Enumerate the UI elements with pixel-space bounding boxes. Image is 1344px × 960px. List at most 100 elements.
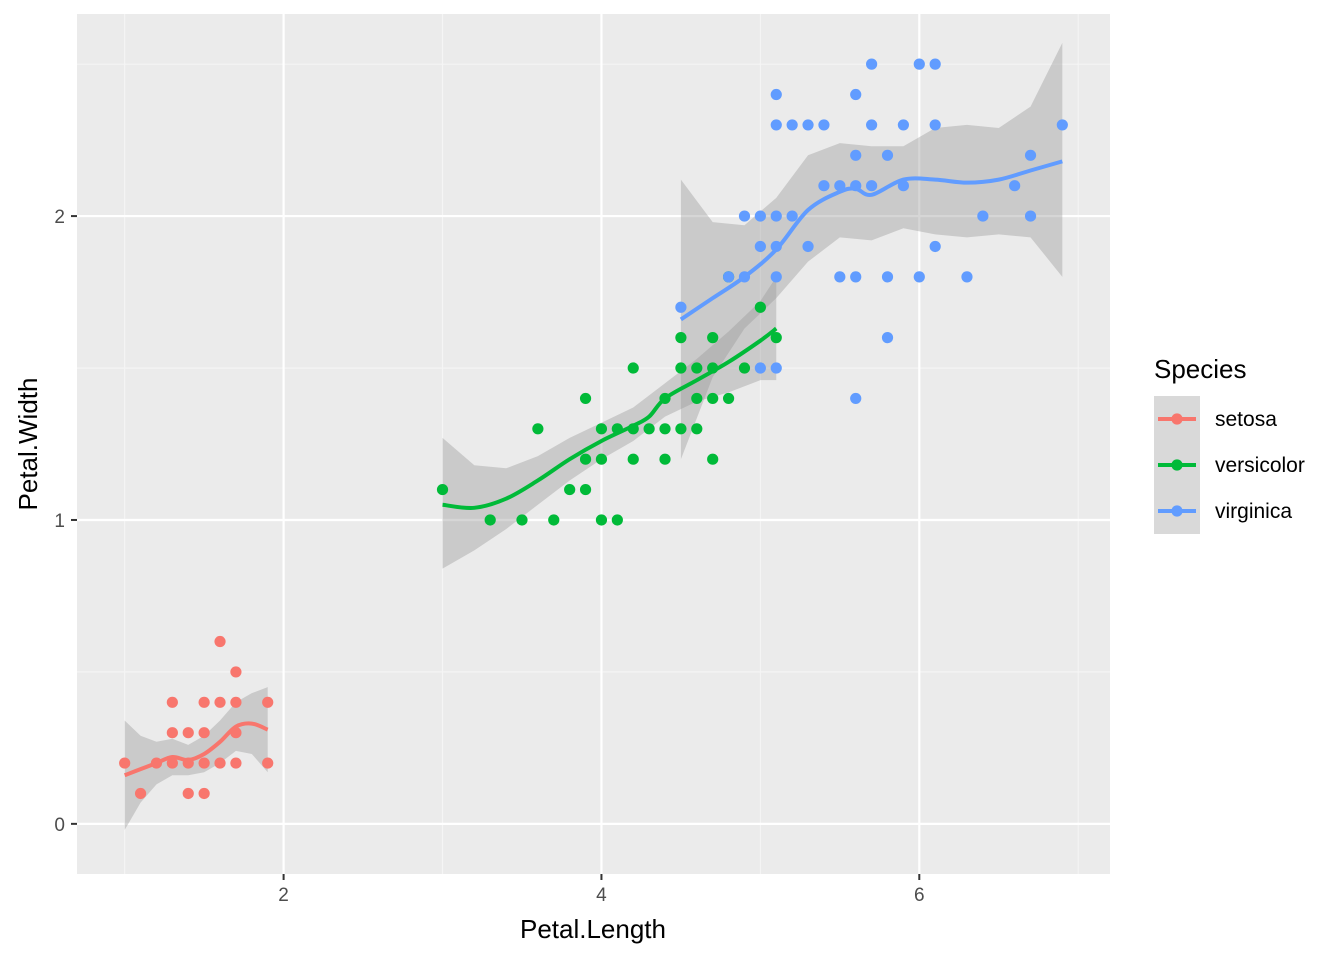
virginica-point bbox=[1009, 180, 1021, 192]
legend-title: Species bbox=[1154, 354, 1247, 384]
setosa-point bbox=[198, 757, 210, 769]
versicolor-point bbox=[627, 362, 639, 374]
setosa-point bbox=[214, 757, 226, 769]
y-tick-label: 0 bbox=[54, 815, 65, 836]
versicolor-point bbox=[484, 514, 496, 526]
virginica-point bbox=[929, 58, 941, 70]
legend-key-setosa-point bbox=[1171, 413, 1183, 425]
smooth-lines bbox=[123, 159, 1063, 778]
setosa-point bbox=[166, 757, 178, 769]
versicolor-point bbox=[579, 483, 592, 496]
versicolor-point bbox=[770, 332, 782, 344]
virginica-point bbox=[929, 240, 941, 253]
versicolor-point bbox=[722, 392, 735, 405]
virginica-point bbox=[850, 271, 862, 283]
versicolor-point bbox=[627, 453, 639, 465]
versicolor-point bbox=[595, 514, 608, 526]
versicolor-point bbox=[754, 301, 766, 313]
versicolor-point bbox=[659, 423, 671, 435]
virginica-point bbox=[913, 58, 925, 70]
x-tick-label: 6 bbox=[914, 885, 925, 906]
versicolor-point bbox=[579, 453, 592, 465]
setosa-point bbox=[230, 666, 242, 678]
virginica-confidence-band bbox=[680, 42, 1063, 460]
versicolor-point bbox=[579, 392, 592, 405]
versicolor-point bbox=[595, 423, 608, 435]
virginica-point bbox=[675, 301, 687, 313]
virginica-point bbox=[881, 149, 894, 161]
virginica-point bbox=[754, 362, 766, 374]
virginica-point bbox=[866, 180, 878, 192]
virginica-point bbox=[897, 119, 910, 131]
setosa-point bbox=[119, 757, 131, 769]
versicolor-point bbox=[675, 332, 687, 344]
virginica-point bbox=[850, 149, 862, 161]
versicolor-point bbox=[436, 483, 449, 496]
data-points bbox=[119, 58, 1068, 800]
legend-label-setosa: setosa bbox=[1215, 408, 1277, 431]
versicolor-point bbox=[611, 514, 623, 526]
virginica-point bbox=[770, 210, 782, 222]
virginica-point bbox=[1056, 119, 1068, 131]
versicolor-point bbox=[707, 392, 719, 405]
versicolor-point bbox=[707, 332, 719, 344]
setosa-point bbox=[182, 727, 194, 739]
virginica-point bbox=[786, 119, 798, 131]
y-tick-label: 1 bbox=[54, 511, 65, 532]
virginica-point bbox=[961, 271, 973, 283]
virginica-point bbox=[881, 332, 894, 344]
virginica-point bbox=[913, 271, 925, 283]
virginica-point bbox=[722, 271, 735, 283]
versicolor-smooth-line bbox=[442, 326, 778, 510]
virginica-point bbox=[850, 392, 862, 405]
x-tick-label: 4 bbox=[596, 885, 607, 906]
legend-key-virginica-point bbox=[1171, 505, 1183, 517]
setosa-smooth-line bbox=[123, 721, 269, 778]
versicolor-point bbox=[675, 362, 687, 374]
virginica-point bbox=[738, 210, 751, 222]
setosa-point bbox=[230, 696, 242, 708]
virginica-point bbox=[770, 88, 782, 101]
virginica-point bbox=[754, 240, 766, 253]
virginica-point bbox=[786, 210, 798, 222]
legend-label-versicolor: versicolor bbox=[1215, 454, 1305, 477]
versicolor-point bbox=[532, 423, 544, 435]
versicolor-point bbox=[548, 514, 560, 526]
virginica-point bbox=[802, 119, 814, 131]
virginica-point bbox=[770, 271, 782, 283]
axes: 2 4 6 0 1 2 bbox=[54, 207, 924, 906]
major-gridlines bbox=[77, 14, 1110, 874]
virginica-smooth-line bbox=[679, 159, 1063, 322]
virginica-point bbox=[770, 119, 782, 131]
versicolor-point bbox=[707, 453, 719, 465]
virginica-point bbox=[818, 119, 830, 131]
versicolor-point bbox=[691, 362, 703, 374]
setosa-point bbox=[166, 727, 178, 739]
versicolor-point bbox=[595, 453, 608, 465]
virginica-point bbox=[850, 88, 862, 101]
setosa-point bbox=[230, 757, 242, 769]
y-axis-title: Petal.Width bbox=[13, 378, 43, 511]
legend-key-versicolor-point bbox=[1171, 459, 1183, 471]
versicolor-point bbox=[516, 514, 528, 526]
versicolor-point bbox=[659, 453, 671, 465]
virginica-point bbox=[1024, 210, 1037, 222]
setosa-point bbox=[166, 696, 178, 708]
virginica-point bbox=[1024, 149, 1037, 161]
virginica-point bbox=[897, 180, 910, 192]
setosa-point bbox=[198, 727, 210, 739]
virginica-point bbox=[866, 119, 878, 131]
setosa-point bbox=[134, 787, 147, 800]
versicolor-point bbox=[738, 362, 751, 374]
virginica-point bbox=[881, 271, 894, 283]
setosa-point bbox=[214, 635, 226, 648]
setosa-point bbox=[262, 757, 274, 769]
versicolor-point bbox=[675, 423, 687, 435]
setosa-point bbox=[262, 696, 274, 708]
versicolor-point bbox=[691, 392, 703, 405]
virginica-point bbox=[834, 271, 846, 283]
virginica-point bbox=[802, 240, 814, 253]
setosa-point bbox=[182, 787, 194, 800]
legend-label-virginica: virginica bbox=[1215, 500, 1292, 523]
